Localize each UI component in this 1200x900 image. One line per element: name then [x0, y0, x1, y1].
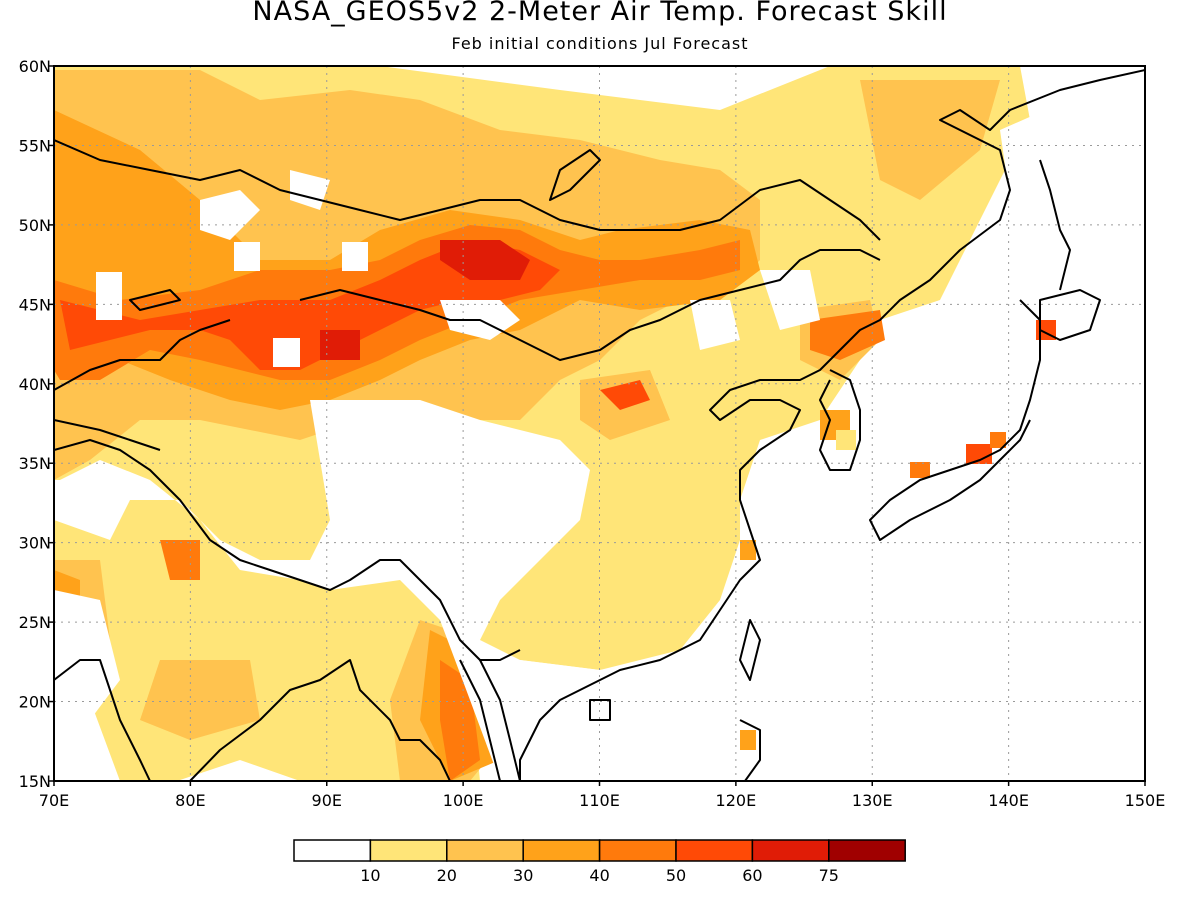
- colorbar-label: 20: [437, 866, 457, 885]
- lat-tick-label: 40N: [19, 375, 51, 394]
- gridlines: [54, 66, 1145, 781]
- lon-tick-label: 90E: [312, 791, 342, 810]
- colorbar-label: 60: [742, 866, 762, 885]
- skill-fill-peak: [320, 240, 530, 360]
- colorbar-label: 40: [589, 866, 609, 885]
- colorbar-swatch: [293, 839, 372, 862]
- lat-tick-label: 45N: [19, 295, 51, 314]
- colorbar-swatch: [828, 839, 906, 862]
- skill-fill-veryhigh: [60, 240, 650, 410]
- lon-tick-label: 70E: [39, 791, 69, 810]
- lat-tick-labels: 15N 20N 25N 30N 35N 40N 45N 50N 55N 60N: [19, 57, 51, 791]
- lat-tick-label: 35N: [19, 454, 51, 473]
- lon-tick-label: 110E: [579, 791, 620, 810]
- lat-tick-label: 50N: [19, 216, 51, 235]
- lon-ticks: [53, 781, 1146, 786]
- lon-tick-labels: 70E 80E 90E 100E 110E 120E 130E 140E 150E: [39, 791, 1166, 810]
- skill-shading: [54, 66, 1145, 781]
- colorbar-swatch: [751, 839, 830, 862]
- lat-tick-label: 15N: [19, 772, 51, 791]
- colorbar-swatch: [675, 839, 754, 862]
- lat-tick-label: 20N: [19, 693, 51, 712]
- colorbar-swatch: [369, 839, 448, 862]
- map-subtitle: Feb initial conditions Jul Forecast: [451, 34, 749, 53]
- colorbar-swatch: [598, 839, 677, 862]
- colorbar-swatch: [446, 839, 524, 862]
- lon-tick-label: 100E: [443, 791, 484, 810]
- lon-tick-label: 140E: [988, 791, 1029, 810]
- lat-tick-label: 30N: [19, 534, 51, 553]
- lon-tick-label: 130E: [852, 791, 893, 810]
- lat-tick-label: 55N: [19, 136, 51, 155]
- map-title: NASA_GEOS5v2 2-Meter Air Temp. Forecast …: [252, 0, 948, 27]
- colorbar-label: 10: [360, 866, 380, 885]
- colorbar-label: 50: [666, 866, 686, 885]
- lat-ticks: [49, 65, 54, 782]
- lon-tick-label: 120E: [716, 791, 757, 810]
- colorbar-swatch: [522, 839, 601, 862]
- colorbar-legend: 10 20 30 40 50 60 75: [293, 839, 906, 885]
- lon-tick-label: 150E: [1125, 791, 1166, 810]
- coastlines: [54, 69, 1145, 781]
- lat-tick-label: 60N: [19, 57, 51, 76]
- lat-tick-label: 25N: [19, 613, 51, 632]
- lon-tick-label: 80E: [175, 791, 205, 810]
- colorbar-label: 30: [513, 866, 533, 885]
- colorbar-label: 75: [819, 866, 839, 885]
